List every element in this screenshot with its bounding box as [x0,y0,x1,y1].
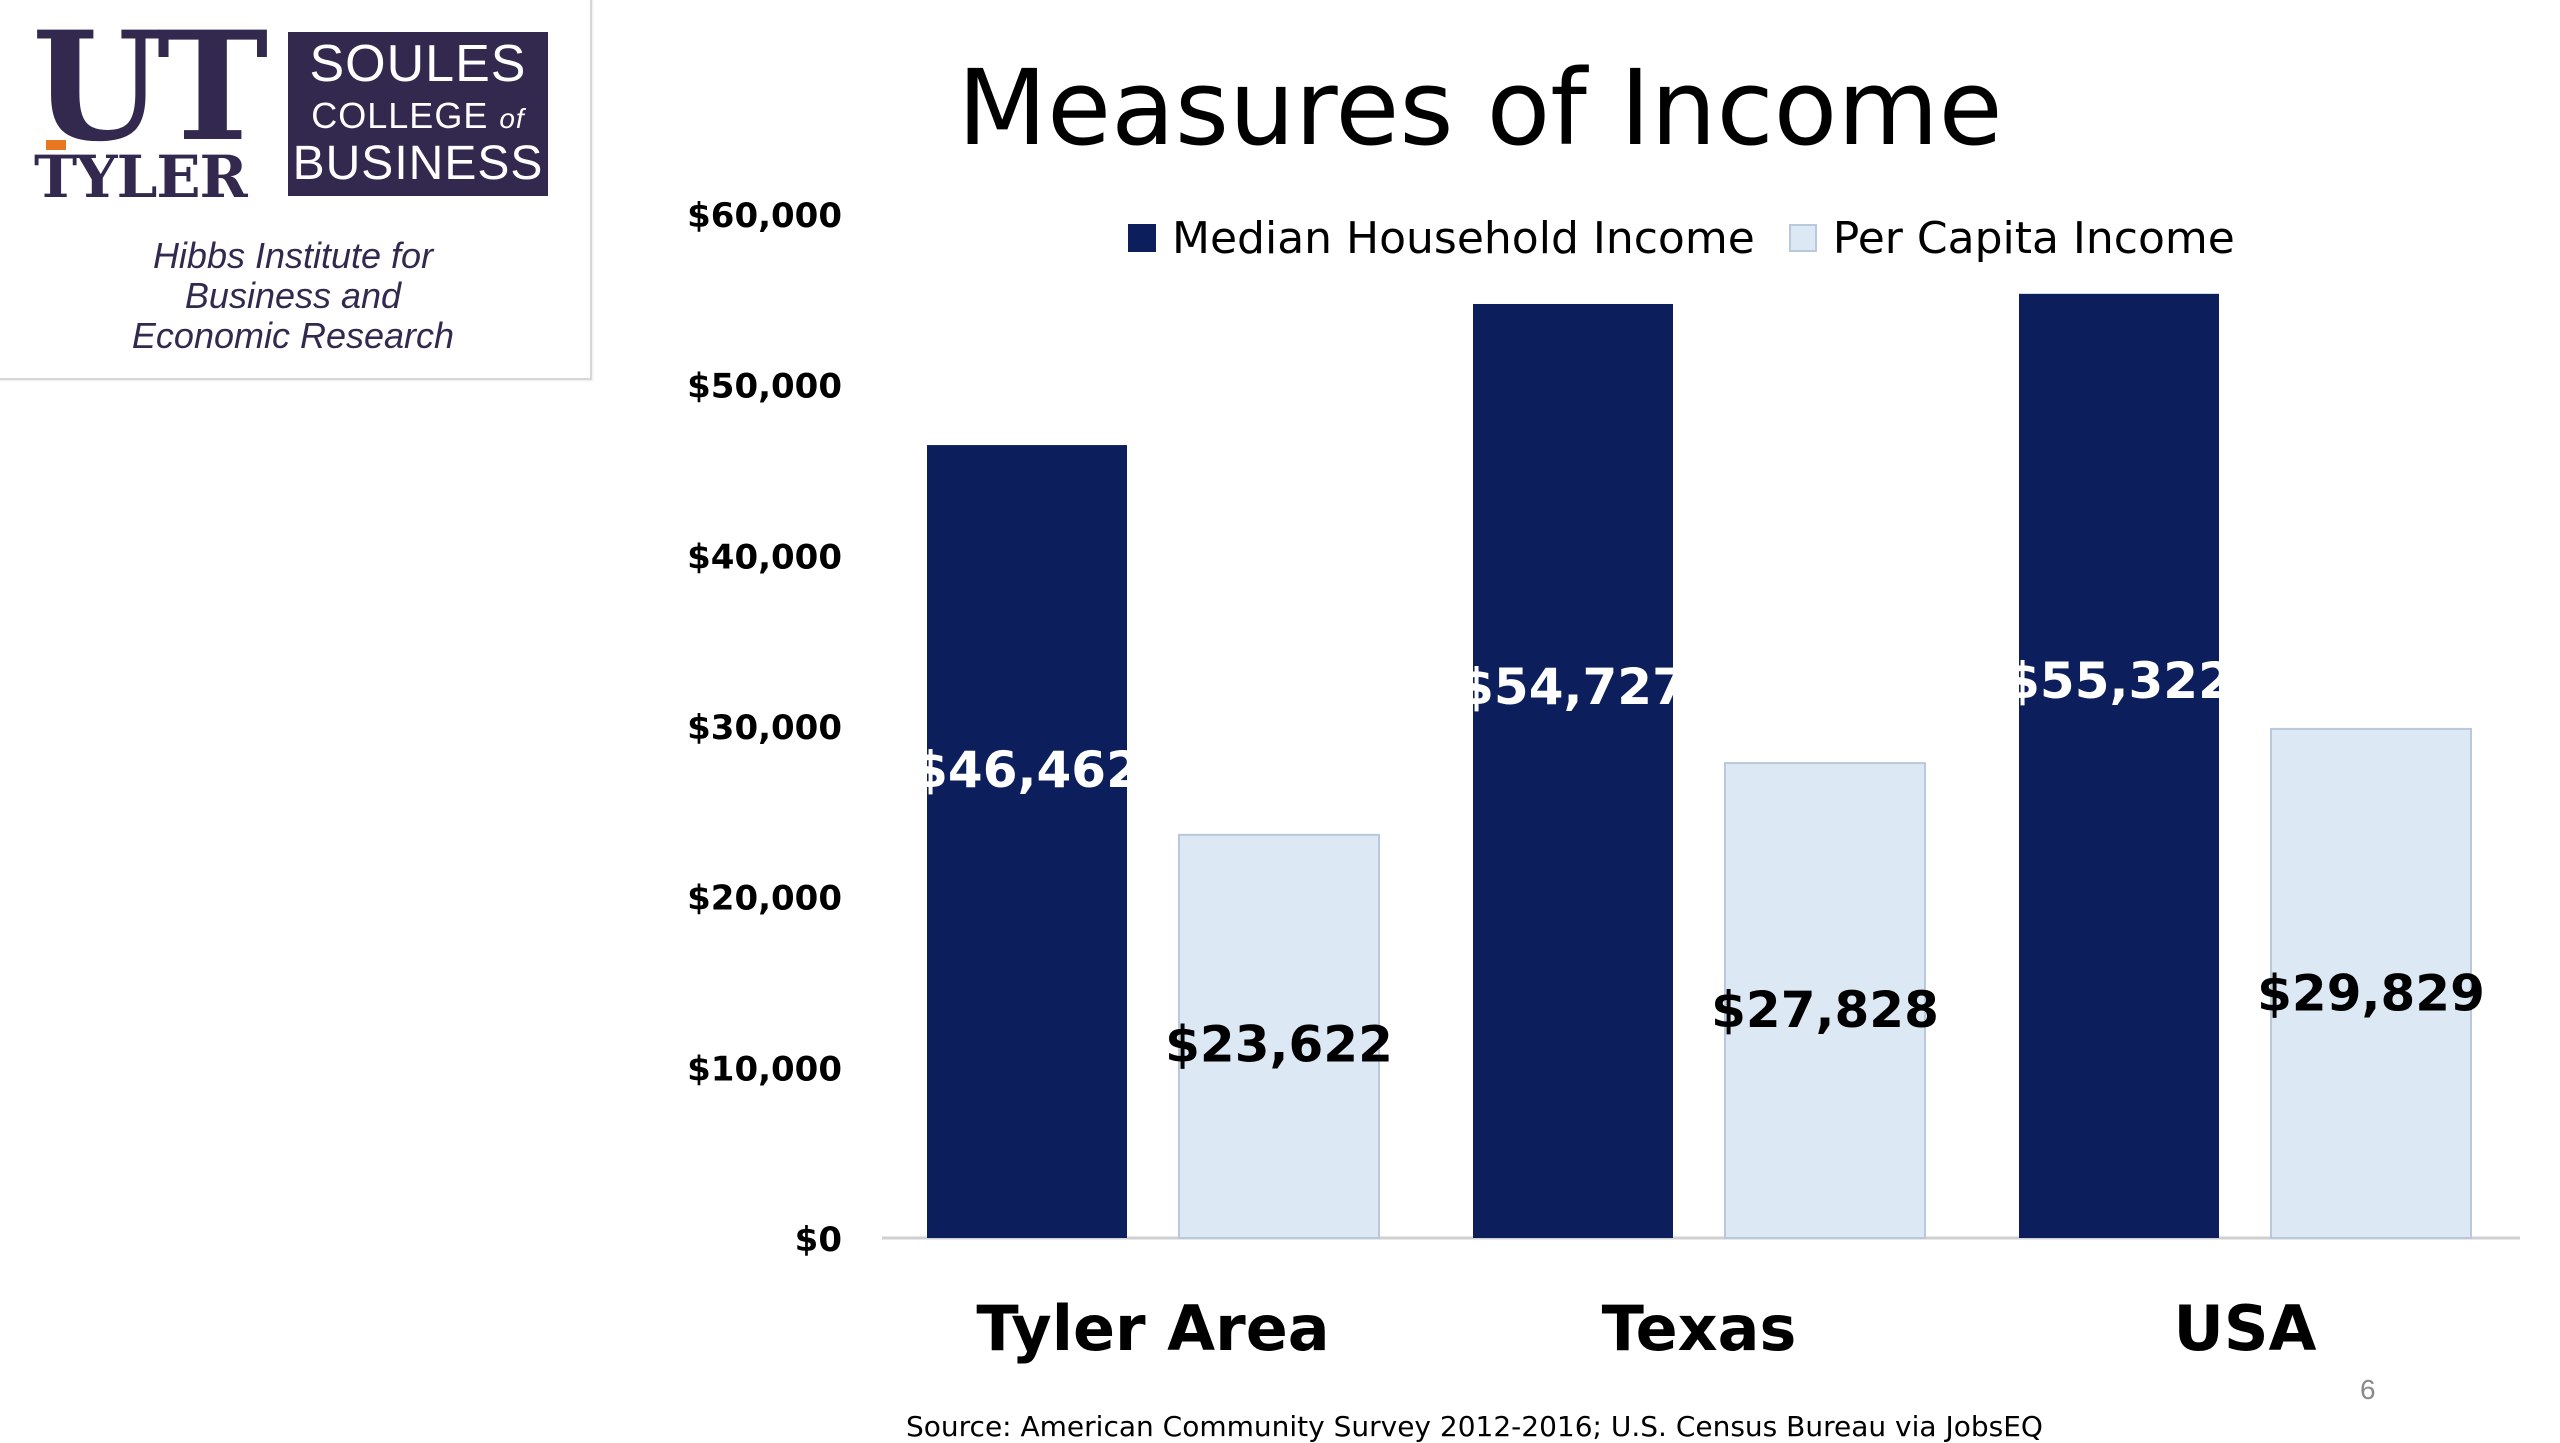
legend-label-median: Median Household Income [1172,212,1755,264]
legend-item-median: Median Household Income [1128,213,1755,264]
logo-soules-text: SOULES [309,35,527,93]
y-tick-label: $20,000 [687,879,842,919]
category-label: USA [2174,1292,2317,1365]
data-label: $55,322 [2005,652,2233,710]
data-label: $54,727 [1459,658,1687,716]
bar-per-capita [1724,762,1926,1239]
source-note: Source: American Community Survey 2012-2… [906,1410,2043,1443]
hibbs-line-3: Economic Research [131,315,455,356]
logo-of-text: of [499,103,525,134]
data-label: $23,622 [1165,1015,1393,1073]
data-label: $27,828 [1711,981,1939,1039]
logo-tyler-text: TYLER [34,143,248,211]
logo-panel: UT TYLER SOULES COLLEGE of BUSINESS Hibb… [0,0,592,380]
y-tick-label: $50,000 [687,367,842,407]
category-label: Texas [1602,1292,1797,1365]
data-label: $46,462 [913,741,1141,799]
y-tick-label: $0 [795,1220,842,1260]
logo-ut-text: UT [32,0,268,175]
legend-swatch-per-capita [1788,224,1817,252]
legend-item-per-capita: Per Capita Income [1788,212,2235,264]
logo-business-text: BUSINESS [292,137,544,190]
bar-median [2019,293,2219,1238]
y-tick-label: $10,000 [687,1049,842,1089]
y-tick-label: $60,000 [687,196,842,236]
ut-tyler-logo: UT TYLER [32,12,268,206]
y-tick-label: $30,000 [687,708,842,748]
legend-label-per-capita: Per Capita Income [1832,212,2235,264]
bar-median [927,445,1127,1238]
logo-accent-mark [46,140,66,150]
category-label: Tyler Area [976,1292,1329,1365]
bar-per-capita [1178,833,1380,1239]
bar-per-capita [2270,727,2472,1239]
bar-median [1473,303,1673,1238]
logo-college-line: COLLEGE of [288,96,548,139]
chart-legend: Median Household Income Per Capita Incom… [1128,208,2269,268]
y-tick-label: $40,000 [687,537,842,577]
legend-swatch-median [1128,224,1156,252]
hibbs-line-2: Business and [184,275,402,316]
page-number: 6 [2360,1374,2376,1405]
chart-title: Measures of Income [957,47,2003,169]
soules-college-logo: SOULES COLLEGE of BUSINESS [288,32,548,196]
hibbs-institute-name: Hibbs Institute for Business and Economi… [58,236,528,356]
logo-college-text: COLLEGE [311,95,489,136]
hibbs-line-1: Hibbs Institute for [152,235,434,276]
data-label: $29,829 [2257,965,2485,1023]
